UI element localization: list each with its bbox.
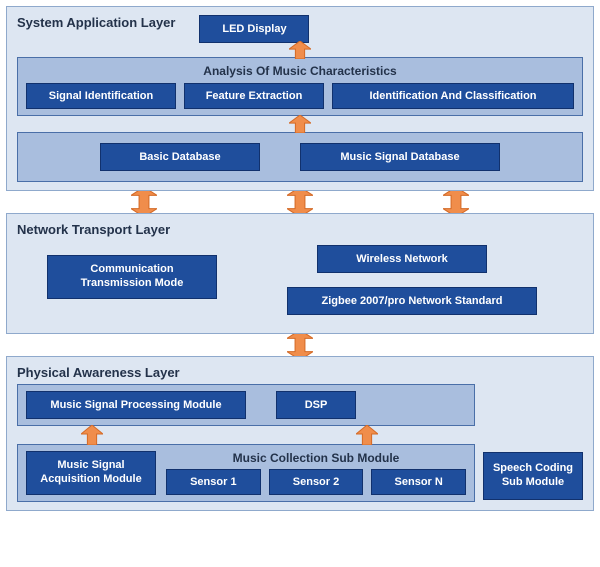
box-sensor-1: Sensor 1 [166, 469, 261, 495]
box-music-signal-database: Music Signal Database [300, 143, 500, 171]
layer-physical: Physical Awareness Layer Music Signal Pr… [6, 356, 594, 511]
box-sensor-n: Sensor N [371, 469, 466, 495]
box-speech-coding: Speech Coding Sub Module [483, 452, 583, 500]
panel-title-music-collection: Music Collection Sub Module [166, 451, 466, 465]
box-basic-database: Basic Database [100, 143, 260, 171]
arrow-up [81, 425, 103, 445]
panel-music-collection: Music Signal Acquisition Module Music Co… [17, 444, 475, 502]
layer-title-application: System Application Layer [17, 15, 175, 30]
box-dsp: DSP [276, 391, 356, 419]
box-signal-identification: Signal Identification [26, 83, 176, 109]
layer-title-network: Network Transport Layer [17, 222, 583, 237]
box-feature-extraction: Feature Extraction [184, 83, 324, 109]
layer-network: Network Transport Layer Communication Tr… [6, 213, 594, 334]
layer-application: System Application Layer LED Display Ana… [6, 6, 594, 191]
arrow-up [356, 425, 378, 445]
box-identification-classification: Identification And Classification [332, 83, 574, 109]
panel-title-analysis: Analysis Of Music Characteristics [26, 64, 574, 78]
panel-signal-processing: Music Signal Processing Module DSP [17, 384, 475, 426]
box-music-signal-acquisition: Music Signal Acquisition Module [26, 451, 156, 495]
panel-databases: Basic Database Music Signal Database [17, 132, 583, 182]
panel-analysis: Analysis Of Music Characteristics Signal… [17, 57, 583, 116]
box-led-display: LED Display [199, 15, 309, 43]
box-zigbee-standard: Zigbee 2007/pro Network Standard [287, 287, 537, 315]
box-wireless-network: Wireless Network [317, 245, 487, 273]
layer-title-physical: Physical Awareness Layer [17, 365, 583, 380]
box-communication-mode: Communication Transmission Mode [47, 255, 217, 299]
arrow-up [289, 115, 311, 133]
box-music-signal-processing: Music Signal Processing Module [26, 391, 246, 419]
box-sensor-2: Sensor 2 [269, 469, 364, 495]
arrow-up [289, 41, 311, 59]
